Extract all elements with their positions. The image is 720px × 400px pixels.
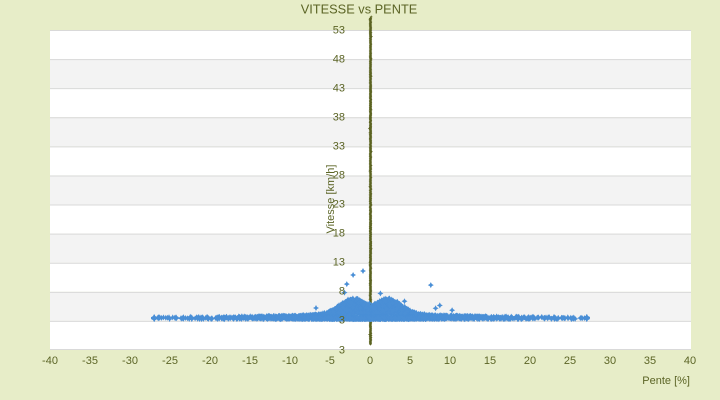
- svg-text:53: 53: [333, 25, 345, 37]
- svg-text:-20: -20: [202, 355, 218, 367]
- svg-text:-40: -40: [42, 355, 58, 367]
- svg-text:-15: -15: [242, 355, 258, 367]
- svg-text:Pente [%]: Pente [%]: [642, 375, 690, 387]
- svg-text:38: 38: [333, 112, 345, 124]
- svg-text:20: 20: [524, 355, 536, 367]
- svg-text:43: 43: [333, 83, 345, 95]
- svg-text:-30: -30: [122, 355, 138, 367]
- svg-text:23: 23: [333, 199, 345, 211]
- svg-text:10: 10: [444, 355, 456, 367]
- svg-text:25: 25: [564, 355, 576, 367]
- svg-text:3: 3: [339, 345, 345, 357]
- svg-text:48: 48: [333, 54, 345, 66]
- svg-text:-35: -35: [82, 355, 98, 367]
- svg-text:-10: -10: [282, 355, 298, 367]
- svg-text:30: 30: [604, 355, 616, 367]
- svg-text:35: 35: [644, 355, 656, 367]
- svg-text:-25: -25: [162, 355, 178, 367]
- svg-text:28: 28: [333, 170, 345, 182]
- svg-text:13: 13: [333, 257, 345, 269]
- svg-text:5: 5: [407, 355, 413, 367]
- svg-text:3: 3: [339, 315, 345, 327]
- svg-text:VITESSE vs PENTE: VITESSE vs PENTE: [301, 2, 418, 17]
- svg-text:15: 15: [484, 355, 496, 367]
- svg-text:40: 40: [684, 355, 696, 367]
- svg-text:-5: -5: [325, 355, 335, 367]
- svg-text:33: 33: [333, 141, 345, 153]
- svg-text:0: 0: [367, 355, 373, 367]
- svg-text:18: 18: [333, 228, 345, 240]
- svg-text:8: 8: [339, 286, 345, 298]
